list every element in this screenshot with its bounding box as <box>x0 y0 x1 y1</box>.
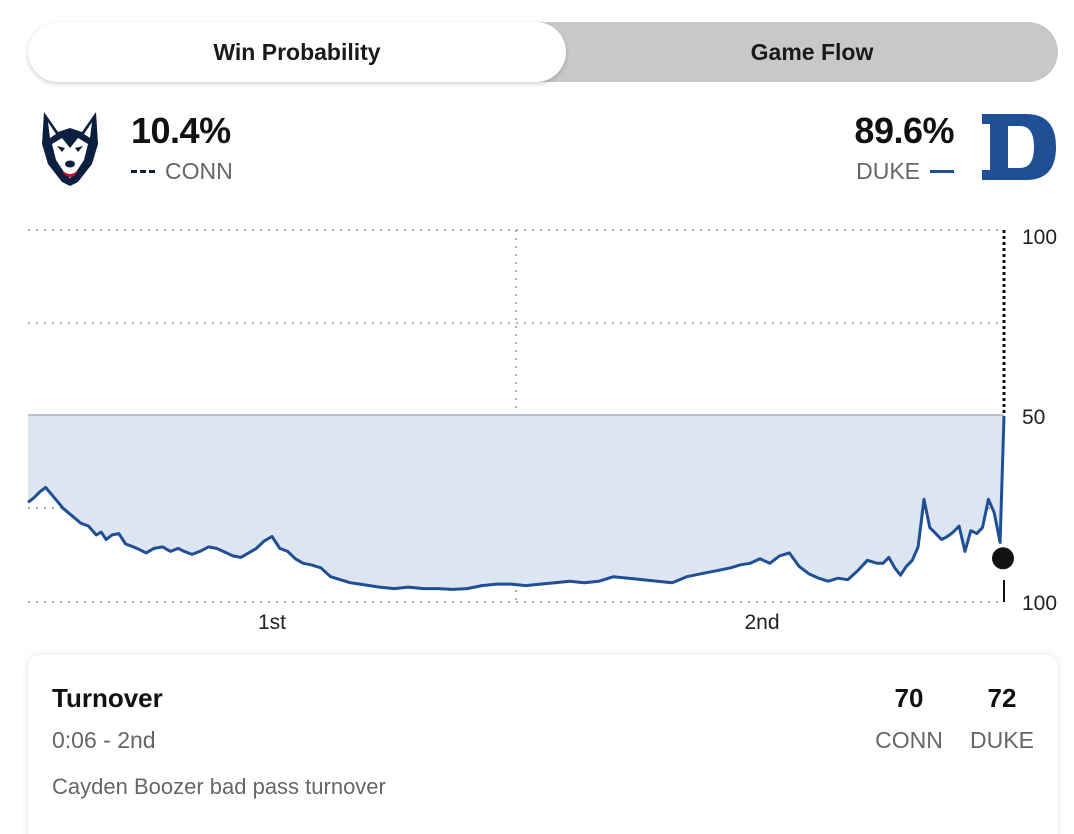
tab-win-probability[interactable]: Win Probability <box>28 22 566 82</box>
tab-game-flow[interactable]: Game Flow <box>750 38 874 65</box>
conn-score-team: CONN <box>875 727 943 753</box>
duke-win-percentage: 89.6% <box>854 110 954 151</box>
duke-d-logo <box>982 114 1056 180</box>
play-description: Cayden Boozer bad pass turnover <box>52 774 386 799</box>
uconn-husky-logo <box>38 108 102 188</box>
conn-score-column: 70 CONN <box>873 683 945 754</box>
conn-team-abbr: CONN <box>165 158 233 184</box>
conn-win-percentage: 10.4% <box>131 110 231 151</box>
duke-series-line <box>27 415 1006 591</box>
play-type: Turnover <box>52 683 163 713</box>
y-tick-label-top: 100 <box>1022 226 1057 249</box>
current-point-marker[interactable] <box>992 547 1014 570</box>
conn-legend: CONN <box>131 158 233 185</box>
conn-score: 70 <box>894 683 924 713</box>
play-time: 0:06 - 2nd <box>52 727 156 753</box>
duke-score-team: DUKE <box>970 727 1034 753</box>
y-tick-label-bottom: 100 <box>1022 592 1057 615</box>
view-toggle: Win Probability Game Flow <box>28 22 1058 82</box>
duke-team-abbr: DUKE <box>856 158 920 184</box>
current-play-card[interactable]: Turnover 0:06 - 2nd Cayden Boozer bad pa… <box>28 655 1058 834</box>
y-tick-label-mid: 50 <box>1022 406 1045 429</box>
win-probability-area <box>28 416 1004 590</box>
conn-dashed-line-swatch <box>131 170 155 173</box>
win-probability-chart: 100 50 100 1st 2nd <box>27 226 1057 634</box>
duke-legend: DUKE <box>856 158 954 185</box>
x-tick-label-2nd: 2nd <box>744 611 779 634</box>
duke-solid-line-swatch <box>930 170 954 173</box>
x-tick-label-1st: 1st <box>258 611 286 634</box>
duke-score-column: 72 DUKE <box>966 683 1038 754</box>
duke-score: 72 <box>987 683 1017 713</box>
